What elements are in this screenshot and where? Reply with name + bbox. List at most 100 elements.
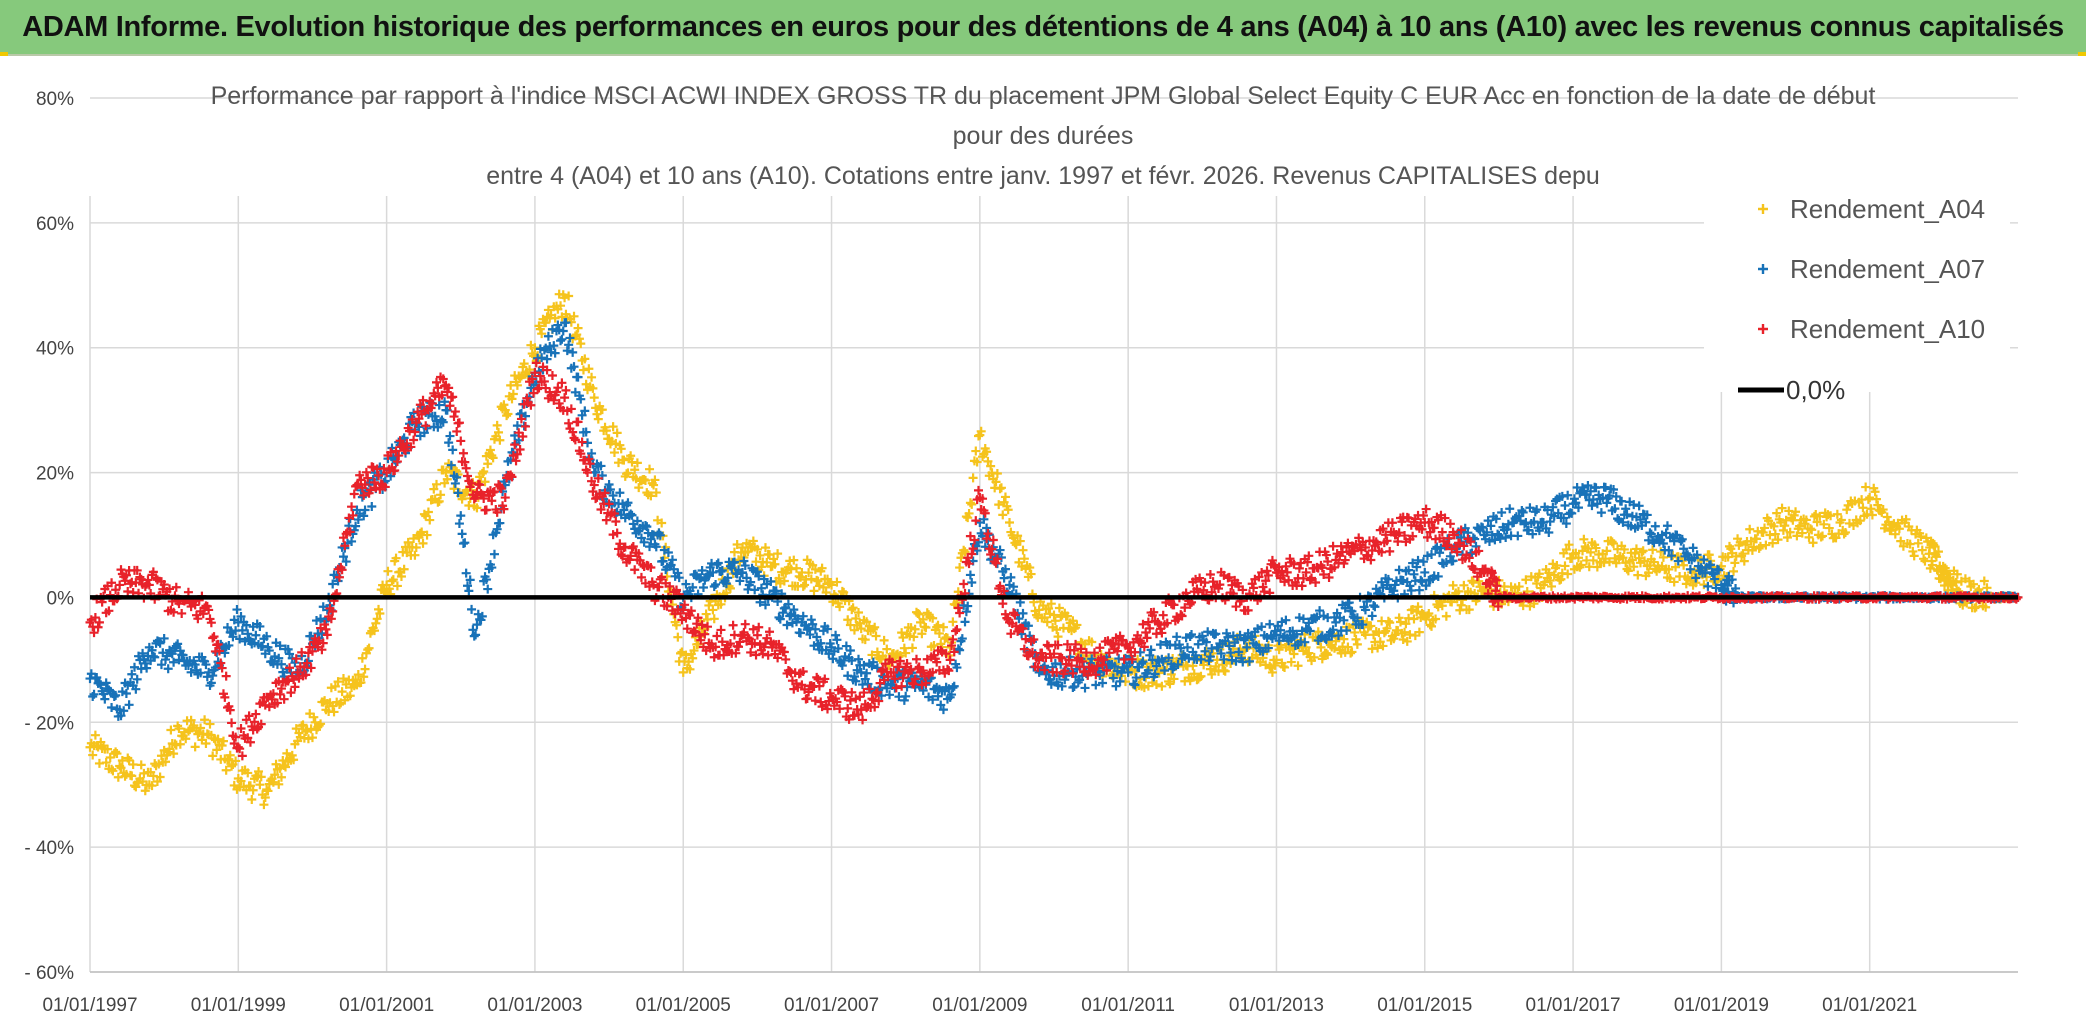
data-point [1933,547,1943,557]
data-point [810,564,820,574]
data-point [965,498,975,508]
data-point [910,624,920,634]
data-point [542,354,552,364]
data-point [704,600,714,610]
data-point [212,745,222,755]
data-point [1865,493,1875,503]
data-point [1633,570,1643,580]
data-point [1188,661,1198,671]
data-point [225,750,235,760]
data-point [1416,575,1426,585]
data-point [243,768,253,778]
data-point [276,659,286,669]
data-point [640,476,650,486]
data-point [98,689,108,699]
data-point [1497,508,1507,518]
data-point [454,418,464,428]
data-point [894,652,904,662]
data-point [1382,623,1392,633]
data-point [235,634,245,644]
y-tick-label: - 20% [24,713,74,734]
data-point [994,500,1004,510]
data-point [1604,557,1614,567]
data-point [789,555,799,565]
data-point [438,465,448,475]
data-point [112,704,122,714]
data-point [870,622,880,632]
data-point [992,469,1002,479]
data-point [650,475,660,485]
data-point [756,562,766,572]
data-point [450,407,460,417]
data-point [592,409,602,419]
legend-label: Rendement_A10 [1790,314,1985,344]
data-point [929,641,939,651]
data-point [1385,618,1395,628]
data-point [1427,621,1437,631]
data-point [806,615,816,625]
data-point [1791,507,1801,517]
chart-legend: Rendement_A04 Rendement_A07 Rendement_A10 0… [1704,174,2010,405]
data-point [1054,603,1064,613]
data-point [1321,648,1331,658]
y-axis-tick-labels: 80% 60% 40% 20% 0% - 20% - 40% - 60% [24,89,74,984]
data-point [241,620,251,630]
data-point [471,630,481,640]
data-point [1584,562,1594,572]
data-point [928,613,938,623]
data-point [897,681,907,691]
data-point [320,696,330,706]
data-point [121,689,131,699]
data-point [477,468,487,478]
data-point [1165,679,1175,689]
data-point [1409,614,1419,624]
data-point [996,483,1006,493]
data-point [806,574,816,584]
data-point [1166,669,1176,679]
data-point [535,324,545,334]
data-point [1819,519,1829,529]
data-point [608,422,618,432]
data-point [901,648,911,658]
data-point [685,664,695,674]
data-point [1050,616,1060,626]
data-point [1866,504,1876,514]
data-point [1366,621,1376,631]
data-point [651,488,661,498]
data-point [337,687,347,697]
data-point [1623,566,1633,576]
data-point [918,614,928,624]
data-point [127,771,137,781]
data-point [221,671,231,681]
data-point [396,571,406,581]
data-point [154,637,164,647]
data-point [1019,554,1029,564]
corner-marker-left [0,52,8,56]
data-point [169,657,179,667]
data-point [1211,661,1221,671]
data-point [1671,562,1681,572]
data-point [485,445,495,455]
x-tick-label: 01/01/1997 [42,995,137,1016]
data-point [1196,671,1206,681]
data-point [627,510,637,520]
data-point [119,706,129,716]
data-point [587,372,597,382]
x-tick-label: 01/01/2015 [1377,995,1472,1016]
data-point [879,635,889,645]
data-point [186,715,196,725]
data-point [360,664,370,674]
chart-title-line: pour des durées [953,122,1134,150]
data-point [1974,584,1984,594]
data-point [1631,544,1641,554]
data-point [938,622,948,632]
data-point [907,643,917,653]
data-point [190,742,200,752]
data-point [581,427,591,437]
data-point [584,364,594,374]
data-point [1269,655,1279,665]
data-point [152,777,162,787]
data-point [967,577,977,587]
data-point [1309,652,1319,662]
data-point [467,604,477,614]
